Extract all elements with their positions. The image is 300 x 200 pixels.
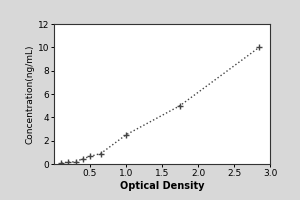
X-axis label: Optical Density: Optical Density: [120, 181, 204, 191]
Y-axis label: Concentration(ng/mL): Concentration(ng/mL): [26, 44, 35, 144]
